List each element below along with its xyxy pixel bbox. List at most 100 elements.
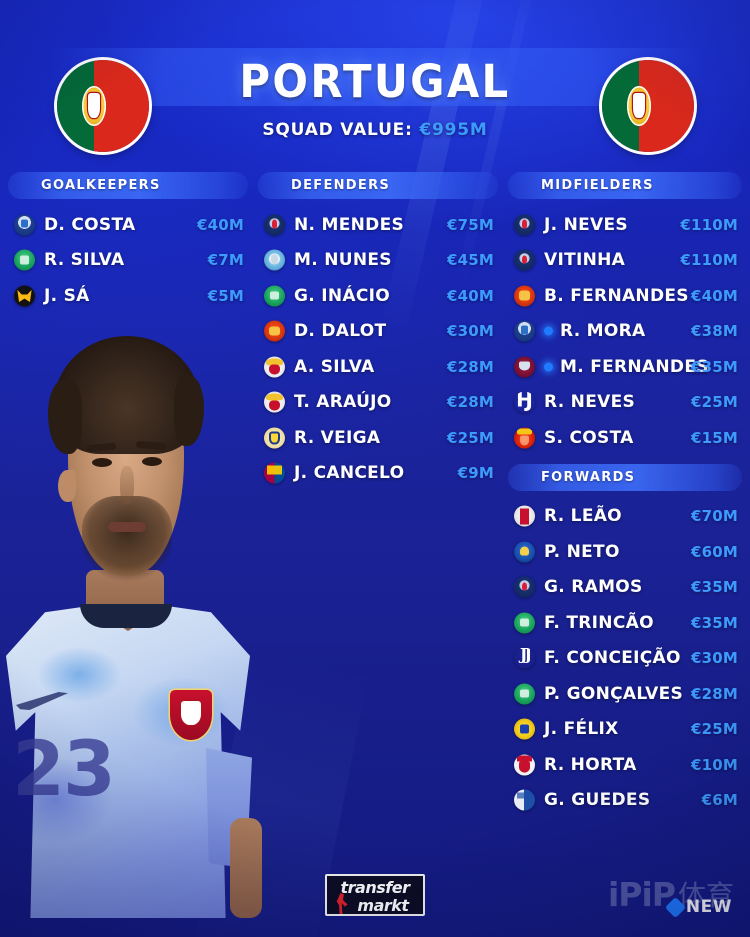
section-header-goalkeepers: GOALKEEPERS bbox=[8, 172, 248, 199]
player-market-value: €110M bbox=[680, 251, 738, 270]
player-row[interactable]: P. NETO €60M bbox=[508, 534, 742, 570]
player-row[interactable]: J. NEVES €110M bbox=[508, 207, 742, 243]
player-market-value: €75M bbox=[446, 215, 494, 234]
column-defenders: DEFENDERS N. MENDES €75M M. NUNES €45M G. IN… bbox=[258, 172, 498, 491]
club-badge-porto-icon bbox=[14, 214, 35, 236]
diamond-icon bbox=[664, 896, 687, 918]
portugal-crest-icon bbox=[170, 690, 212, 740]
player-name: F. TRINCÃO bbox=[544, 612, 654, 633]
club-badge-milan-icon bbox=[514, 505, 535, 527]
player-name: G. RAMOS bbox=[544, 577, 643, 598]
club-badge-braga-icon bbox=[514, 754, 535, 776]
player-row[interactable]: R. MORA €38M bbox=[508, 314, 742, 350]
player-name: R. VEIGA bbox=[294, 427, 381, 448]
player-row[interactable]: T. ARAÚJO €28M bbox=[258, 385, 498, 421]
club-badge-alnassr-icon bbox=[514, 718, 535, 740]
club-badge-juve-icon bbox=[514, 648, 535, 669]
player-name: D. DALOT bbox=[294, 321, 387, 342]
player-eye bbox=[92, 458, 112, 467]
column-goalkeepers: GOALKEEPERS D. COSTA €40M R. SILVA €7M J. SÁ… bbox=[8, 172, 248, 314]
player-row[interactable]: B. FERNANDES €40M bbox=[508, 278, 742, 314]
new-badge-label: NEW bbox=[685, 897, 732, 917]
player-row[interactable]: R. HORTA €10M bbox=[508, 747, 742, 783]
player-row[interactable]: F. TRINCÃO €35M bbox=[508, 605, 742, 641]
player-name: M. FERNANDES bbox=[560, 356, 709, 377]
player-row[interactable]: P. GONÇALVES €28M bbox=[508, 676, 742, 712]
section-header-forwards: FORWARDS bbox=[508, 463, 742, 491]
player-row[interactable]: R. SILVA €7M bbox=[8, 243, 248, 279]
transfermarkt-logo: transfer markt bbox=[325, 874, 425, 916]
player-row[interactable]: J. SÁ €5M bbox=[8, 278, 248, 314]
club-badge-chelsea-icon bbox=[514, 541, 535, 563]
player-list-goalkeepers: D. COSTA €40M R. SILVA €7M J. SÁ €5M bbox=[8, 207, 248, 314]
footer: transfer markt iPiP 体育 NEW bbox=[0, 862, 750, 937]
player-name: P. GONÇALVES bbox=[544, 683, 684, 704]
portugal-crest-icon bbox=[81, 85, 106, 127]
player-market-value: €28M bbox=[446, 357, 494, 376]
player-row[interactable]: D. DALOT €30M bbox=[258, 314, 498, 350]
player-neck bbox=[86, 570, 164, 640]
player-market-value: €35M bbox=[690, 578, 738, 597]
club-badge-manutd-icon bbox=[514, 285, 535, 307]
player-name: J. CANCELO bbox=[294, 463, 405, 484]
player-market-value: €30M bbox=[690, 649, 738, 668]
player-row[interactable]: F. CONCEIÇÃO €30M bbox=[508, 641, 742, 677]
club-badge-sporting-icon bbox=[514, 683, 535, 705]
player-nose bbox=[120, 466, 134, 504]
player-eye bbox=[142, 457, 162, 466]
player-market-value: €45M bbox=[446, 251, 494, 270]
player-row[interactable]: D. COSTA €40M bbox=[8, 207, 248, 243]
club-badge-villarreal-icon bbox=[264, 427, 285, 449]
player-market-value: €110M bbox=[680, 215, 738, 234]
new-badge: NEW bbox=[664, 896, 732, 918]
player-row[interactable]: G. INÁCIO €40M bbox=[258, 278, 498, 314]
club-badge-psg-icon bbox=[514, 214, 535, 236]
section-header-defenders: DEFENDERS bbox=[258, 172, 498, 199]
player-row[interactable]: G. GUEDES €6M bbox=[508, 783, 742, 819]
club-badge-mancity-icon bbox=[264, 249, 285, 271]
player-name: P. NETO bbox=[544, 541, 620, 562]
status-marker-dot bbox=[544, 362, 553, 372]
player-head bbox=[48, 336, 204, 598]
player-row[interactable]: J. FÉLIX €25M bbox=[508, 712, 742, 748]
runner-icon bbox=[336, 893, 348, 914]
player-market-value: €28M bbox=[446, 393, 494, 412]
club-badge-alhilal-icon bbox=[514, 392, 535, 413]
player-row[interactable]: A. SILVA €28M bbox=[258, 349, 498, 385]
club-badge-wolves-icon bbox=[14, 285, 35, 307]
transfermarkt-line2: markt bbox=[357, 896, 409, 915]
player-row[interactable]: N. MENDES €75M bbox=[258, 207, 498, 243]
club-badge-psg-icon bbox=[264, 214, 285, 236]
player-ear bbox=[58, 470, 76, 502]
player-row[interactable]: M. FERNANDES €35M bbox=[508, 349, 742, 385]
club-badge-barca-icon bbox=[264, 462, 285, 484]
portugal-flag-icon bbox=[602, 60, 694, 152]
player-mouth bbox=[108, 522, 146, 532]
player-row[interactable]: VITINHA €110M bbox=[508, 243, 742, 279]
section-label: GOALKEEPERS bbox=[41, 178, 161, 193]
player-name: D. COSTA bbox=[44, 214, 136, 235]
player-row[interactable]: R. VEIGA €25M bbox=[258, 420, 498, 456]
header: PORTUGAL SQUAD VALUE: €995M bbox=[0, 22, 750, 152]
club-badge-westham-icon bbox=[514, 356, 535, 378]
player-row[interactable]: M. NUNES €45M bbox=[258, 243, 498, 279]
nike-swoosh-icon bbox=[16, 692, 68, 710]
player-market-value: €40M bbox=[196, 215, 244, 234]
jersey-collar bbox=[80, 604, 172, 628]
player-row[interactable]: S. COSTA €15M bbox=[508, 420, 742, 456]
player-row[interactable]: G. RAMOS €35M bbox=[508, 570, 742, 606]
player-market-value: €15M bbox=[690, 428, 738, 447]
player-row[interactable]: R. LEÃO €70M bbox=[508, 499, 742, 535]
player-market-value: €10M bbox=[690, 755, 738, 774]
section-label: FORWARDS bbox=[541, 469, 636, 485]
club-badge-porto-icon bbox=[514, 320, 535, 342]
player-row[interactable]: J. CANCELO €9M bbox=[258, 456, 498, 492]
column-midfielders-forwards: MIDFIELDERS J. NEVES €110M VITINHA €110M B. … bbox=[508, 172, 742, 818]
player-name: J. SÁ bbox=[44, 285, 90, 306]
player-market-value: €35M bbox=[690, 357, 738, 376]
player-market-value: €38M bbox=[690, 322, 738, 341]
player-row[interactable]: R. NEVES €25M bbox=[508, 385, 742, 421]
squad-value: SQUAD VALUE: €995M bbox=[0, 120, 750, 140]
player-name: J. FÉLIX bbox=[544, 719, 619, 740]
